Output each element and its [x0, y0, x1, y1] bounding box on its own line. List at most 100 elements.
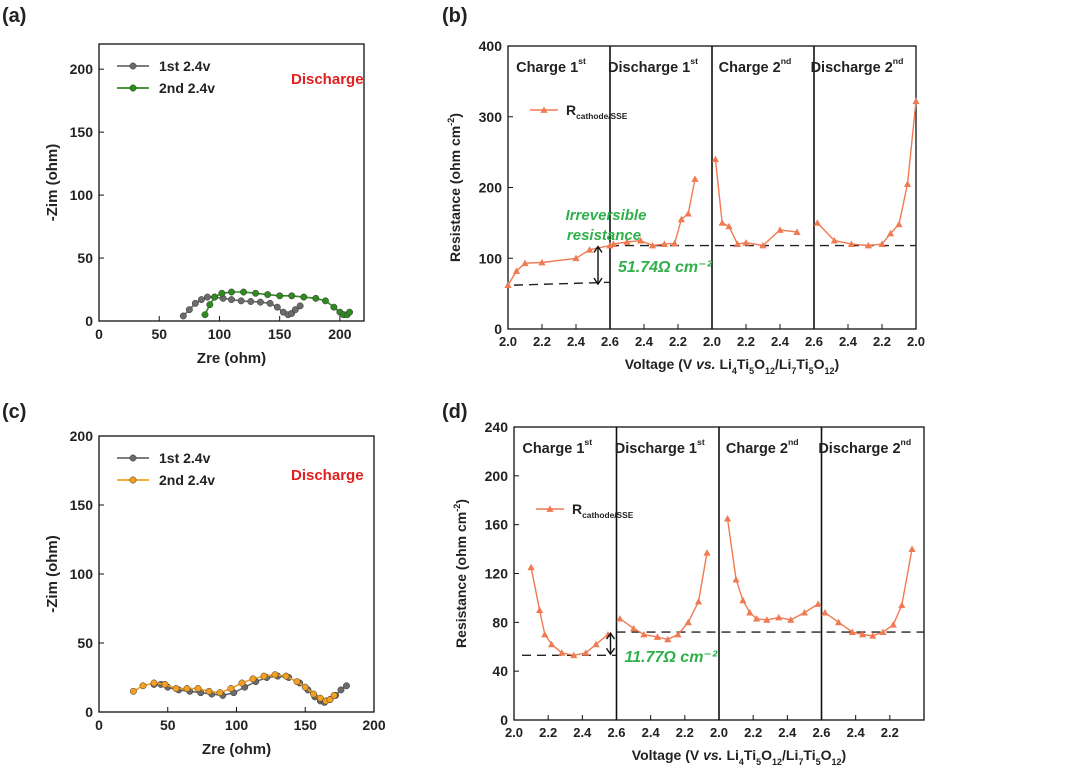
x-axis-label-part: O — [761, 747, 772, 763]
data-point — [800, 608, 809, 616]
data-point — [763, 616, 771, 623]
x-tick-label: 2.0 — [907, 334, 925, 349]
panel-label: (d) — [442, 401, 468, 423]
data-point — [864, 241, 872, 249]
y-axis-label-b: ) — [447, 113, 463, 118]
y-tick-label: 100 — [70, 566, 94, 582]
x-tick-label: 2.2 — [533, 334, 551, 349]
y-tick-label: 200 — [70, 61, 94, 77]
arrow-head-up — [605, 631, 616, 640]
data-point — [228, 288, 235, 296]
data-point — [179, 312, 187, 320]
data-point — [776, 226, 784, 233]
y-axis-label-sup: -2 — [452, 504, 462, 512]
legend-label: 1st 2.4v — [159, 450, 211, 466]
x-axis-label-part: O — [754, 356, 765, 372]
y-axis-label-a: Resistance (ohm cm — [447, 126, 463, 262]
x-axis-label-part: 7 — [798, 757, 803, 767]
x-axis-label: Zre (ohm) — [202, 741, 271, 758]
segment-title: Charge 1st — [516, 56, 586, 76]
x-axis-label-part: O — [821, 747, 832, 763]
data-point — [218, 289, 226, 297]
segment-title: Charge 1st — [522, 437, 592, 457]
data-point — [150, 679, 158, 687]
legend-label-sup: cathode/SSE — [576, 111, 628, 121]
data-point — [512, 267, 521, 274]
x-tick-label: 2.2 — [737, 334, 755, 349]
x-tick-label: 2.4 — [567, 334, 586, 349]
data-point — [684, 210, 692, 217]
x-tick-label: 0 — [95, 326, 103, 342]
data-point — [172, 685, 180, 692]
data-point — [572, 254, 580, 262]
data-point — [527, 563, 535, 571]
segment-title-sup: st — [578, 56, 586, 66]
y-axis-label-b: ) — [453, 499, 469, 504]
data-point — [848, 628, 856, 635]
x-axis-label-a: Voltage (V — [625, 356, 696, 372]
data-point — [664, 635, 672, 643]
data-point — [194, 685, 202, 692]
y-tick-label: 240 — [485, 419, 509, 435]
data-point — [616, 615, 624, 622]
data-point — [879, 628, 887, 635]
x-axis-label-part: 4 — [739, 757, 744, 767]
irreversible-annotation: Irreversible — [566, 207, 647, 224]
legend-label: 2nd 2.4v — [159, 80, 215, 96]
data-point — [834, 618, 843, 626]
x-tick-label: 2.2 — [539, 725, 557, 740]
x-tick-label: 2.4 — [642, 725, 661, 740]
data-point — [653, 633, 662, 640]
y-tick-label: 300 — [479, 109, 503, 125]
x-axis-label-part: Ti — [803, 747, 815, 763]
segment-title-sup: st — [697, 437, 705, 447]
data-point — [238, 679, 246, 687]
x-axis-label-part: 5 — [809, 366, 814, 376]
segment-title-sup: st — [584, 437, 592, 447]
y-axis-label-sup: -2 — [446, 118, 456, 126]
data-point — [691, 175, 699, 182]
data-point — [291, 306, 299, 314]
x-axis-label: Voltage (V vs. Li4Ti5O12/Li7Ti5O12) — [625, 356, 839, 376]
data-point — [237, 297, 245, 305]
data-point — [775, 613, 783, 621]
data-point — [282, 672, 290, 680]
legend-label-main: R — [566, 102, 576, 118]
data-point — [739, 596, 747, 604]
data-point — [300, 293, 308, 301]
y-tick-label: 0 — [494, 321, 502, 337]
data-point — [623, 238, 631, 245]
data-point — [858, 630, 867, 638]
data-point — [547, 640, 556, 648]
data-point — [793, 228, 801, 235]
data-point — [677, 215, 685, 223]
x-tick-label: 2.0 — [499, 334, 517, 349]
data-point — [869, 632, 877, 639]
data-point — [201, 311, 209, 319]
x-tick-label: 2.2 — [873, 334, 891, 349]
panel-label: (c) — [2, 401, 26, 423]
segment-title-main: Discharge 2 — [818, 441, 900, 457]
dashed-baseline — [513, 281, 611, 286]
segment-title-main: Discharge 1 — [608, 60, 690, 76]
arrow-head-up — [593, 245, 603, 253]
legend-label: Rcathode/SSE — [572, 501, 634, 520]
data-point — [271, 671, 279, 679]
y-axis-label: Resistance (ohm cm-2) — [446, 113, 463, 262]
y-tick-label: 200 — [485, 468, 509, 484]
legend-label: 1st 2.4v — [159, 58, 211, 74]
segment-title-main: Charge 1 — [516, 60, 578, 76]
x-axis-label-part: 4 — [732, 366, 737, 376]
discharge-annotation: Discharge — [291, 467, 364, 484]
data-point — [674, 630, 682, 638]
data-point — [536, 606, 544, 614]
delta-annotation: 11.77Ω cm⁻² — [625, 649, 718, 666]
y-tick-label: 50 — [77, 635, 93, 651]
data-point — [276, 292, 284, 300]
legend-marker — [546, 505, 554, 512]
data-point — [895, 220, 903, 228]
data-point — [322, 297, 329, 305]
x-tick-label: 50 — [151, 326, 167, 342]
x-tick-label: 2.6 — [607, 725, 625, 740]
